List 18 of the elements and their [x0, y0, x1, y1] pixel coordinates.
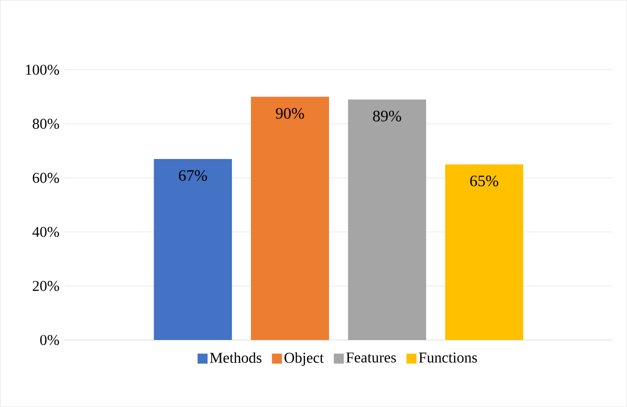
- y-tick-label: 20%: [32, 281, 60, 292]
- bar: [154, 159, 232, 340]
- bar: [348, 100, 426, 340]
- data-label: 90%: [276, 108, 304, 119]
- y-tick-label: 40%: [32, 226, 60, 238]
- legend-label: Functions: [418, 352, 477, 363]
- y-tick-label: 0%: [40, 335, 60, 346]
- bar: [250, 96, 330, 340]
- legend-label: Object: [284, 352, 324, 366]
- data-label: 89%: [373, 110, 402, 122]
- legend-label: Methods: [210, 352, 262, 363]
- bar: [445, 164, 524, 340]
- y-tick-label: 80%: [32, 118, 60, 129]
- y-tick-label: 60%: [32, 172, 60, 184]
- legend-label: Features: [346, 352, 396, 363]
- data-label: 67%: [178, 170, 207, 182]
- data-label: 65%: [470, 176, 498, 186]
- y-tick-label: 100%: [26, 64, 60, 75]
